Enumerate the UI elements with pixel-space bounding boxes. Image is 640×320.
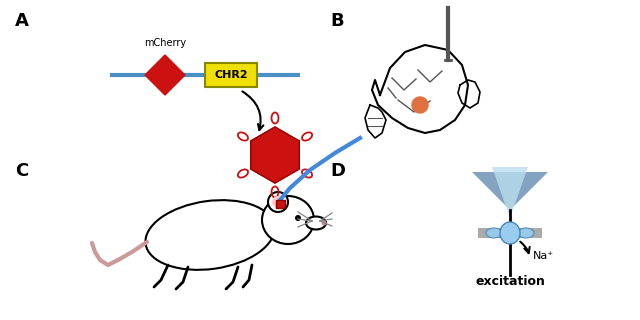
Text: B: B [330,12,344,30]
Ellipse shape [262,196,314,244]
Circle shape [268,192,288,212]
Text: excitation: excitation [475,275,545,288]
Polygon shape [145,55,185,95]
Ellipse shape [145,200,275,270]
Polygon shape [365,105,386,138]
Bar [478,228,542,238]
Text: D: D [330,162,345,180]
Circle shape [321,220,326,226]
Bar [205,63,257,87]
Polygon shape [458,80,480,108]
Text: mCherry: mCherry [144,38,186,48]
Polygon shape [372,45,468,133]
Ellipse shape [518,228,534,238]
Ellipse shape [500,222,520,244]
Bar [276,200,285,208]
Text: C: C [15,162,28,180]
Polygon shape [492,167,528,218]
Text: A: A [15,12,29,30]
Polygon shape [472,172,548,210]
Circle shape [295,215,301,221]
Circle shape [272,196,284,208]
Text: CHR2: CHR2 [214,70,248,80]
Text: Na⁺: Na⁺ [533,251,554,261]
Polygon shape [251,127,300,183]
Ellipse shape [306,217,326,229]
Ellipse shape [486,228,502,238]
Circle shape [412,97,428,113]
